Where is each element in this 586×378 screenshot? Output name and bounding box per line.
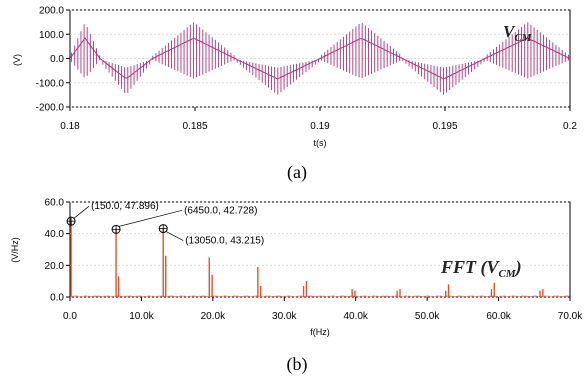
panel-a-caption: (a): [287, 162, 307, 183]
panel-b-y-tick-label: 60.0: [45, 198, 65, 209]
panel-b-caption: (b): [287, 354, 308, 375]
panel-a-x-tick-label: 0.18: [60, 121, 80, 132]
panel-b-x-tick-label: 60.0k: [486, 311, 511, 322]
panel-b-x-tick-label: 40.0k: [343, 311, 368, 322]
panel-b-annotation-leader: [166, 231, 184, 241]
panel-b-signal-label: FFT (VCM): [440, 257, 522, 280]
panel-b-annotations: (150.0, 47.896) (6450.0, 42.728) (13050.0,…: [66, 201, 264, 247]
panel-b-x-axis-label: f(Hz): [310, 327, 330, 337]
panel-b-x-ticks: 0.0 10.0k 20.0k 30.0k 40.0k 50.0k 60.0k 70.0k: [63, 297, 583, 322]
panel-b-y-tick-label: 0.0: [50, 293, 64, 304]
panel-b-x-tick-label: 30.0k: [272, 311, 297, 322]
panel-b-x-tick-label: 10.0k: [129, 311, 154, 322]
panel-a-y-axis-label: (V): [12, 54, 22, 66]
panel-a-x-tick-label: 0.19: [310, 121, 330, 132]
panel-b-spectrum: [69, 221, 570, 297]
panel-b-y-ticks: 60.0 40.0 20.0 0.0: [45, 198, 70, 304]
panel-b-annotation-label: (13050.0, 43.215): [185, 236, 264, 247]
panel-b-signal-label-prefix: FFT (: [440, 257, 489, 278]
panel-a-x-tick-label: 0.2: [563, 121, 577, 132]
panel-b-y-axis-label: (V/Hz): [10, 237, 20, 263]
panel-b-annotation-leader: [73, 205, 90, 219]
panel-b-plot-frame: [69, 201, 571, 298]
panel-a-y-tick-label: 100.0: [39, 30, 64, 41]
panel-b-x-tick-label: 70.0k: [558, 311, 583, 322]
panel-a-signal-label: VCM: [503, 22, 533, 44]
panel-a-waveform: [69, 22, 571, 95]
panel-b-grid: [70, 201, 570, 298]
panel-a-y-tick-label: 0.0: [50, 54, 64, 65]
panel-a-y-ticks: 200.0 100.0 0.0 -100.0 -200.0: [36, 6, 70, 114]
panel-a-signal-label-sub: CM: [514, 32, 532, 44]
panel-b-signal-label-suffix: ): [514, 257, 522, 278]
panel-a-x-ticks: 0.18 0.185 0.19 0.195 0.2: [60, 107, 577, 132]
panel-b-x-tick-label: 50.0k: [415, 311, 440, 322]
panel-b-x-tick-label: 0.0: [63, 311, 77, 322]
panel-b-y-tick-label: 40.0: [45, 229, 65, 240]
panel-b-signal-label-main: V: [487, 257, 501, 277]
panel-a-y-tick-label: -200.0: [36, 103, 65, 114]
panel-a-y-tick-label: 200.0: [39, 6, 64, 17]
panel-b-y-tick-label: 20.0: [45, 261, 65, 272]
panel-a-y-tick-label: -100.0: [36, 78, 65, 89]
panel-a-x-tick-label: 0.185: [182, 121, 207, 132]
panel-b-chart: (150.0, 47.896) (6450.0, 42.728) (13050.0,…: [10, 198, 583, 376]
panel-b-annotation-label: (6450.0, 42.728): [184, 205, 257, 216]
panel-a-x-tick-label: 0.195: [432, 121, 457, 132]
panel-a-signal-label-main: V: [503, 22, 516, 41]
panel-b-x-tick-label: 20.0k: [201, 311, 226, 322]
panel-b-annotation-label: (150.0, 47.896): [91, 201, 159, 212]
panel-a-x-axis-label: t(s): [314, 138, 327, 148]
panel-a-baseline-trace: [69, 37, 571, 80]
panel-b-signal-label-sub: CM: [499, 268, 517, 280]
panel-b-annotation-leader: [118, 210, 183, 227]
